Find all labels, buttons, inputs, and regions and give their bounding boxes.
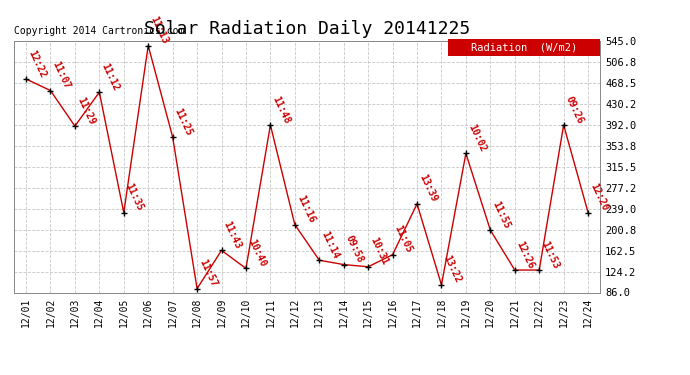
Text: 12:20: 12:20 bbox=[588, 182, 609, 213]
Text: 13:39: 13:39 bbox=[417, 173, 439, 204]
Text: 11:14: 11:14 bbox=[319, 230, 341, 260]
Text: 10:40: 10:40 bbox=[246, 238, 268, 268]
Text: 11:07: 11:07 bbox=[50, 60, 72, 90]
Text: Copyright 2014 Cartronics.com: Copyright 2014 Cartronics.com bbox=[14, 26, 184, 36]
Text: 09:58: 09:58 bbox=[344, 234, 365, 265]
Text: 11:05: 11:05 bbox=[393, 224, 414, 255]
Text: 11:53: 11:53 bbox=[539, 239, 561, 270]
Text: 11:55: 11:55 bbox=[491, 199, 512, 230]
Text: 11:57: 11:57 bbox=[197, 258, 219, 289]
Text: 11:48: 11:48 bbox=[270, 94, 292, 125]
Text: 09:26: 09:26 bbox=[564, 94, 585, 125]
Text: 11:43: 11:43 bbox=[221, 219, 243, 251]
Text: 12:26: 12:26 bbox=[515, 239, 536, 270]
Text: 11:16: 11:16 bbox=[295, 194, 316, 225]
Text: 11:35: 11:35 bbox=[124, 182, 146, 213]
Text: 11:25: 11:25 bbox=[172, 106, 194, 137]
Text: 10:31: 10:31 bbox=[368, 236, 390, 267]
Text: 13:22: 13:22 bbox=[442, 254, 463, 285]
Title: Solar Radiation Daily 20141225: Solar Radiation Daily 20141225 bbox=[144, 20, 470, 38]
Text: 11:13: 11:13 bbox=[148, 15, 170, 46]
Text: 11:12: 11:12 bbox=[99, 61, 121, 92]
Text: 12:22: 12:22 bbox=[26, 48, 48, 79]
Text: 11:29: 11:29 bbox=[75, 95, 97, 126]
Text: 10:02: 10:02 bbox=[466, 123, 487, 153]
